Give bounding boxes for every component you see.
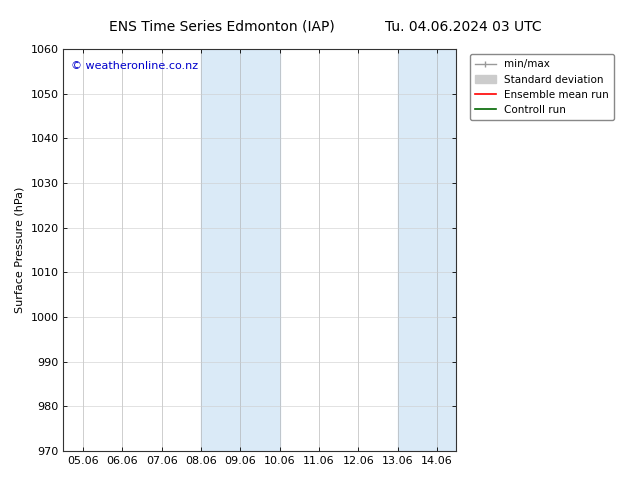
Text: Tu. 04.06.2024 03 UTC: Tu. 04.06.2024 03 UTC	[384, 20, 541, 34]
Bar	[201, 49, 280, 451]
Text: ENS Time Series Edmonton (IAP): ENS Time Series Edmonton (IAP)	[109, 20, 335, 34]
Y-axis label: Surface Pressure (hPa): Surface Pressure (hPa)	[15, 187, 25, 313]
Text: © weatheronline.co.nz: © weatheronline.co.nz	[71, 61, 198, 71]
Legend: min/max, Standard deviation, Ensemble mean run, Controll run: min/max, Standard deviation, Ensemble me…	[470, 54, 614, 120]
Bar	[398, 49, 456, 451]
